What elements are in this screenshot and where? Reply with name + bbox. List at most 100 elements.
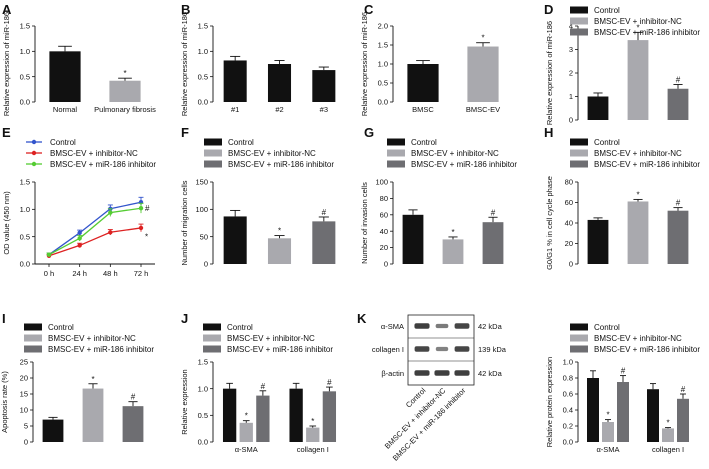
y-tick-label: 0.2	[563, 422, 573, 431]
x-tick-label: #3	[320, 105, 328, 114]
blot-protein-collagen: collagen I	[372, 345, 404, 354]
y-tick-label: 0.4	[563, 406, 573, 415]
bar	[602, 422, 614, 442]
y-axis-title: Relative expression of miR-186	[360, 12, 369, 116]
series-line	[48, 201, 142, 256]
bar	[267, 238, 292, 264]
x-tick-label: 0 h	[44, 269, 54, 278]
legend-swatch	[570, 149, 588, 157]
panel-label-k: K	[357, 311, 367, 326]
blot-size-actin: 42 kDa	[478, 369, 503, 378]
y-tick-label: 0.5	[20, 232, 30, 241]
bar	[223, 216, 247, 264]
y-tick-label: 15	[20, 390, 28, 399]
y-tick-label: 0.0	[198, 438, 208, 447]
y-axis-title: Relative expression of miR-186	[2, 12, 11, 116]
y-tick-label: 40	[380, 227, 388, 236]
significance-mark: *	[636, 190, 639, 199]
legend-label: BMSC-EV + inhibitor-NC	[594, 17, 682, 26]
panel-label-d: D	[544, 2, 553, 17]
legend-label: Control	[228, 138, 254, 147]
x-tick-label: #1	[231, 105, 239, 114]
y-tick-label: 150	[195, 178, 208, 187]
significance-mark: #	[327, 378, 332, 387]
x-tick-label: α-SMA	[596, 445, 619, 454]
x-tick-label: α-SMA	[235, 445, 258, 454]
legend-swatch	[387, 138, 405, 146]
significance-mark: *	[311, 417, 314, 426]
legend-swatch	[570, 323, 588, 331]
legend-swatch	[203, 334, 221, 342]
bar	[627, 40, 649, 120]
data-point	[138, 225, 144, 231]
legend-swatch	[203, 345, 221, 353]
y-tick-label: 0.0	[563, 438, 573, 447]
legend-label: Control	[411, 138, 437, 147]
y-tick-label: 80	[565, 178, 573, 187]
bar	[587, 378, 599, 442]
significance-mark: *	[278, 227, 281, 236]
legend-swatch	[387, 160, 405, 168]
legend-label: BMSC-EV + inhibitor-NC	[227, 334, 315, 343]
y-axis-title: Apoptosis rate (%)	[0, 371, 9, 433]
legend-label: BMSC-EV + inhibitor-NC	[594, 334, 682, 343]
blot-size-asma: 42 kDa	[478, 322, 503, 331]
y-tick-label: 0.0	[20, 260, 30, 269]
blot-band	[414, 346, 430, 352]
y-tick-label: 1.0	[198, 47, 208, 56]
bar	[306, 427, 320, 442]
bar	[222, 388, 237, 442]
bar	[322, 391, 337, 442]
legend-swatch	[570, 345, 588, 353]
significance-mark: *	[666, 419, 669, 428]
y-tick-label: 1.5	[20, 178, 30, 187]
bar	[407, 64, 439, 102]
significance-mark: #	[621, 367, 626, 376]
y-tick-label: 100	[195, 205, 208, 214]
blot-band	[434, 370, 450, 376]
legend-label: Control	[594, 323, 620, 332]
legend-swatch	[570, 17, 588, 25]
significance-mark: *	[245, 412, 248, 421]
y-tick-label: 1.5	[198, 22, 208, 31]
legend-swatch	[204, 138, 222, 146]
panel-label-g: G	[364, 125, 374, 140]
x-tick-label: BMSC	[412, 105, 434, 114]
panel-label-h: H	[544, 125, 553, 140]
legend-label: Control	[594, 6, 620, 15]
x-tick-label: Normal	[53, 105, 78, 114]
blot-band	[414, 370, 430, 376]
y-tick-label: 80	[380, 194, 388, 203]
bar	[312, 70, 336, 102]
legend-label: BMSC-EV + miR-186 inhibitor	[411, 160, 517, 169]
chart-h: 0 20 40 60 80 G0/G1 % in cell cycle phase Cont…	[545, 138, 700, 270]
chart-i: 0 5 10 15 20 25 Apoptosis rate (%) Control BMSC-…	[0, 323, 154, 447]
legend-swatch	[570, 6, 588, 14]
bar	[677, 398, 689, 442]
series-line	[48, 207, 142, 256]
legend-swatch	[387, 149, 405, 157]
bar	[662, 428, 674, 442]
bar	[239, 422, 253, 442]
legend-marker	[31, 150, 37, 156]
y-tick-label: 60	[380, 210, 388, 219]
y-tick-label: 0	[384, 260, 388, 269]
y-tick-label: 1.0	[20, 205, 30, 214]
data-point	[108, 230, 113, 235]
significance-mark: #	[681, 385, 686, 394]
y-axis-title: G0/G1 % in cell cycle phase	[545, 176, 554, 270]
legend-label: BMSC-EV + miR-186 inhibitor	[50, 160, 156, 169]
blot-protein-actin: β-actin	[381, 369, 404, 378]
y-tick-label: 40	[565, 219, 573, 228]
y-tick-label: 0	[204, 260, 208, 269]
y-tick-label: 1.5	[198, 358, 208, 367]
bar	[109, 80, 141, 102]
y-axis-title: Number of migration cells	[180, 180, 189, 265]
y-tick-label: 0.5	[378, 79, 388, 88]
data-point	[138, 206, 144, 211]
chart-c: 0.0 0.5 1.0 1.5 2.0 Relative expression of mi…	[360, 12, 500, 116]
significance-mark: *	[91, 375, 94, 384]
x-tick-label: collagen I	[652, 445, 684, 454]
bar	[667, 88, 689, 120]
legend-marker	[31, 161, 37, 167]
